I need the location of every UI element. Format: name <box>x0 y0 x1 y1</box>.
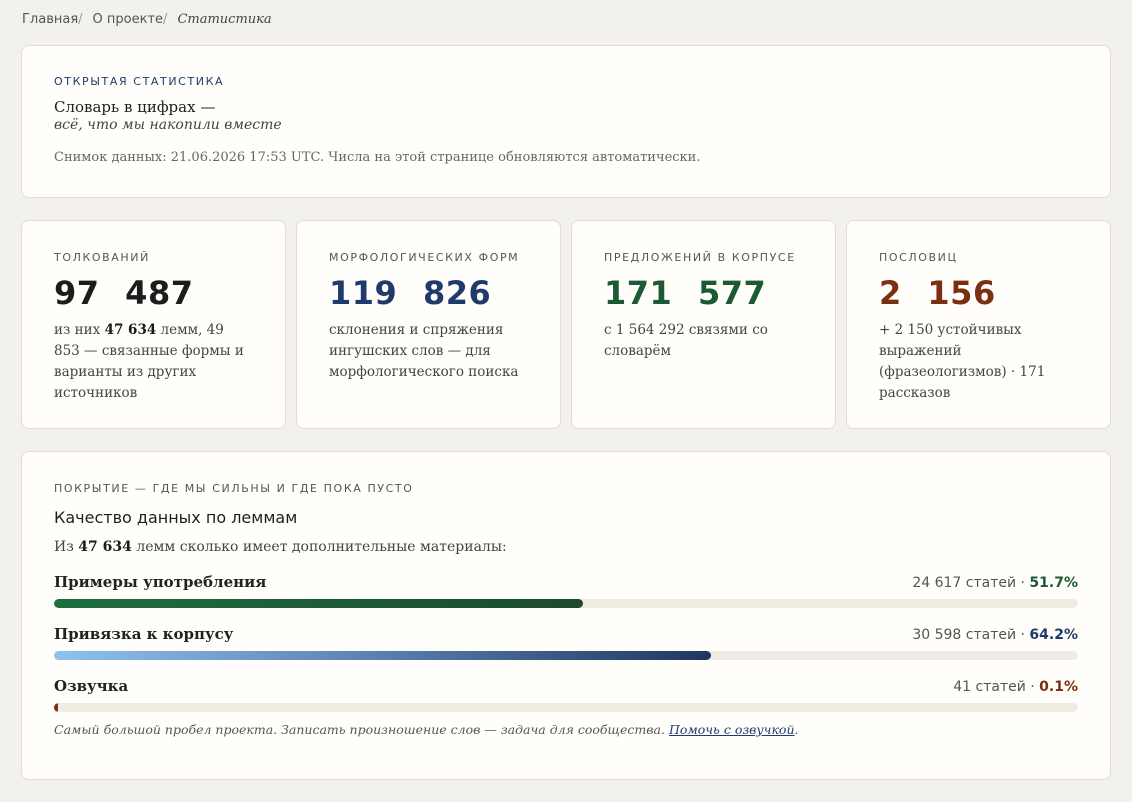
coverage-stat: 24 617 статей · 51.7% <box>912 575 1078 591</box>
coverage-label: Примеры употребления <box>54 573 267 591</box>
breadcrumb-current: Статистика <box>177 12 272 27</box>
progress-fill <box>54 651 712 660</box>
hero-card: Открытая статистика Словарь в цифрах — в… <box>21 45 1111 198</box>
breadcrumb: Главная/О проекте/Статистика <box>22 12 272 27</box>
coverage-title: Качество данных по леммам <box>54 508 298 527</box>
stat-description: склонения и спряжения ингушских слов — д… <box>329 322 519 380</box>
coverage-eyebrow: Покрытие — где мы сильны и где пока пуст… <box>54 482 414 495</box>
stat-label: Пословиц <box>879 251 958 264</box>
progress-track <box>54 599 1078 608</box>
coverage-label: Привязка к корпусу <box>54 625 234 643</box>
stat-value: 97 487 <box>54 274 194 312</box>
snapshot-note: Снимок данных: 21.06.2026 17:53 UTC. Чис… <box>54 150 701 165</box>
coverage-stat: 41 статей · 0.1% <box>953 679 1078 695</box>
stat-value: 2 156 <box>879 274 996 312</box>
coverage-row-audio: Озвучка 41 статей · 0.1% <box>54 677 1078 712</box>
stat-card-morph-forms: Морфологических форм 119 826 склонения и… <box>296 220 561 429</box>
page-title: Словарь в цифрах — <box>54 98 216 116</box>
coverage-footnote: Самый большой пробел проекта. Записать п… <box>54 722 799 737</box>
stat-description: с 1 564 292 связями со словарём <box>604 322 768 359</box>
breadcrumb-home[interactable]: Главная <box>22 12 79 27</box>
stat-description: из них 47 634 лемм, 49 853 — связанные ф… <box>54 322 244 401</box>
coverage-card: Покрытие — где мы сильны и где пока пуст… <box>21 451 1111 780</box>
stat-value: 119 826 <box>329 274 492 312</box>
stat-label: Предложений в корпусе <box>604 251 796 264</box>
coverage-label: Озвучка <box>54 677 129 695</box>
stat-card-definitions: Толкований 97 487 из них 47 634 лемм, 49… <box>21 220 286 429</box>
breadcrumb-separator: / <box>78 12 83 27</box>
page-subtitle: всё, что мы накопили вместе <box>54 117 282 133</box>
coverage-row-examples: Примеры употребления 24 617 статей · 51.… <box>54 573 1078 608</box>
progress-fill <box>54 599 584 608</box>
coverage-intro: Из 47 634 лемм сколько имеет дополнитель… <box>54 539 507 555</box>
stat-label: Толкований <box>54 251 150 264</box>
stat-card-corpus-sentences: Предложений в корпусе 171 577 с 1 564 29… <box>571 220 836 429</box>
coverage-stat: 30 598 статей · 64.2% <box>912 627 1078 643</box>
stat-value: 171 577 <box>604 274 767 312</box>
progress-track <box>54 703 1078 712</box>
progress-fill <box>54 703 59 712</box>
stat-label: Морфологических форм <box>329 251 520 264</box>
help-with-audio-link[interactable]: Помочь с озвучкой <box>668 722 795 737</box>
stat-description: + 2 150 устойчивых выражений (фразеологи… <box>879 322 1046 401</box>
stat-card-proverbs: Пословиц 2 156 + 2 150 устойчивых выраже… <box>846 220 1111 429</box>
breadcrumb-separator: / <box>163 12 168 27</box>
hero-eyebrow: Открытая статистика <box>54 75 225 88</box>
breadcrumb-about[interactable]: О проекте <box>92 12 164 27</box>
coverage-row-corpus-link: Привязка к корпусу 30 598 статей · 64.2% <box>54 625 1078 660</box>
progress-track <box>54 651 1078 660</box>
